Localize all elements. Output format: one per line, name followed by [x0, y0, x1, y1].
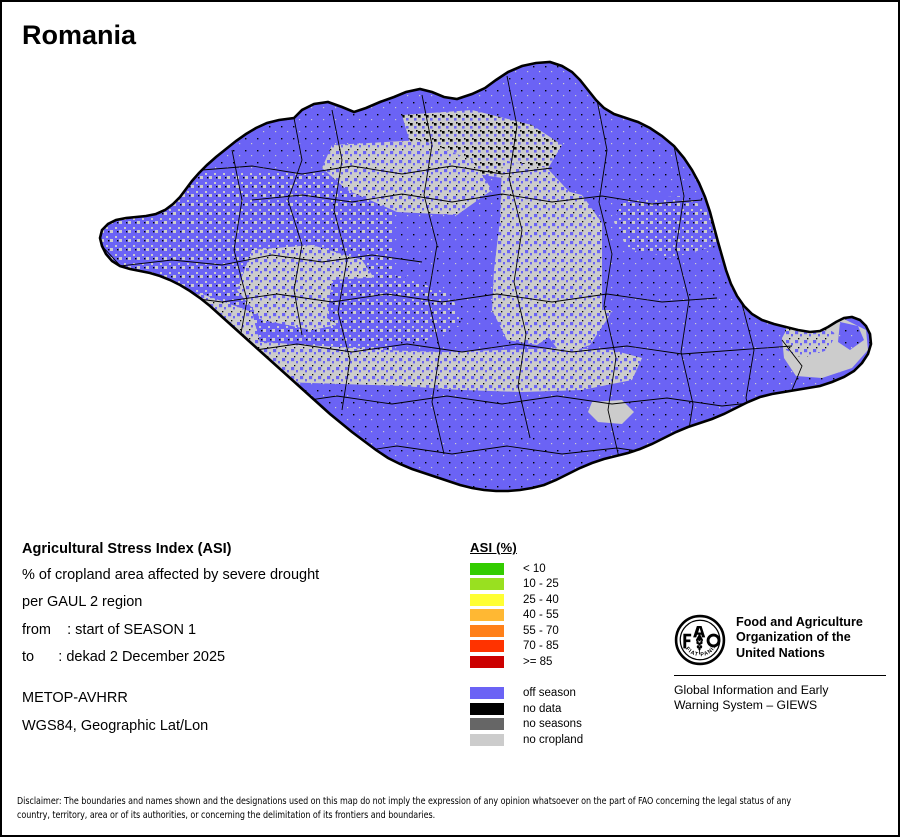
fao-system-name: Global Information and Early Warning Syst… — [674, 683, 829, 713]
legend-row: 10 - 25 — [470, 577, 583, 593]
legend-label: no seasons — [523, 718, 582, 731]
legend-row: 40 - 55 — [470, 608, 583, 624]
legend-spacer — [470, 670, 583, 686]
legend-row-special: off season — [470, 686, 583, 702]
info-period-to: to : dekad 2 December 2025 — [22, 649, 226, 666]
legend-swatch — [470, 655, 504, 668]
legend-label: off season — [523, 687, 576, 700]
raster-no-cropland-bucharest — [588, 400, 634, 424]
info-projection: WGS84, Geographic Lat/Lon — [22, 718, 209, 735]
legend-row: 70 - 85 — [470, 639, 583, 655]
raster-no-cropland-south-carpathians — [197, 342, 642, 392]
legend-label: no cropland — [523, 733, 584, 746]
legend-swatch — [470, 609, 504, 622]
legend-label: 70 - 85 — [523, 640, 559, 653]
country-outline — [98, 60, 873, 493]
legend: ASI (%) < 10 10 - 25 25 - 40 40 - 55 55 … — [470, 540, 583, 748]
legend-label: < 10 — [523, 562, 546, 575]
legend-swatch — [470, 687, 504, 700]
raster-mixed-ne — [614, 196, 722, 258]
raster-no-cropland-east-carpathians-2 — [542, 185, 617, 355]
legend-swatch — [470, 640, 504, 653]
legend-label: 25 - 40 — [523, 593, 559, 606]
legend-title: ASI (%) — [470, 540, 517, 555]
info-sensor: METOP-AVHRR — [22, 689, 128, 706]
legend-row-special: no data — [470, 701, 583, 717]
legend-swatch — [470, 718, 504, 731]
legend-swatch — [470, 624, 504, 637]
legend-swatch — [470, 578, 504, 591]
raster-mixed-central — [327, 276, 462, 342]
legend-swatch — [470, 562, 504, 575]
legend-row: < 10 — [470, 561, 583, 577]
legend-label: 55 - 70 — [523, 624, 559, 637]
info-spacer — [22, 678, 452, 691]
map-canvas[interactable] — [2, 50, 898, 520]
info-period-from: from : start of SEASON 1 — [22, 621, 197, 638]
legend-label: no data — [523, 702, 562, 715]
legend-row: 55 - 70 — [470, 623, 583, 639]
fao-organization-name: Food and Agriculture Organization of the U… — [736, 615, 863, 660]
legend-row-special: no seasons — [470, 717, 583, 733]
page-title: Romania — [22, 20, 137, 50]
map-info-block: Agricultural Stress Index (ASI) % of cro… — [22, 541, 452, 747]
fao-divider — [674, 675, 886, 676]
legend-row: >= 85 — [470, 654, 583, 670]
legend-row: 25 - 40 — [470, 592, 583, 608]
legend-label: 40 - 55 — [523, 609, 559, 622]
legend-swatch — [470, 733, 504, 746]
raster-off-season-delta-east — [838, 322, 864, 350]
disclaimer-text: Disclaimer: The boundaries and names sho… — [17, 796, 792, 821]
legend-row-special: no cropland — [470, 732, 583, 748]
legend-swatch — [470, 593, 504, 606]
fao-logo-icon: FIAT PANIS — [674, 614, 726, 666]
raster-no-cropland-maramures — [322, 140, 492, 215]
info-region-level: per GAUL 2 region — [22, 594, 143, 611]
info-heading: Agricultural Stress Index (ASI) — [22, 541, 232, 557]
legend-label: >= 85 — [523, 655, 553, 668]
fao-branding: FIAT PANIS Food and Agriculture Organizat… — [674, 614, 886, 714]
legend-label: 10 - 25 — [523, 578, 559, 591]
romania-asi-map — [2, 50, 898, 520]
legend-swatch — [470, 702, 504, 715]
info-subtitle: % of cropland area affected by severe dr… — [22, 566, 320, 583]
